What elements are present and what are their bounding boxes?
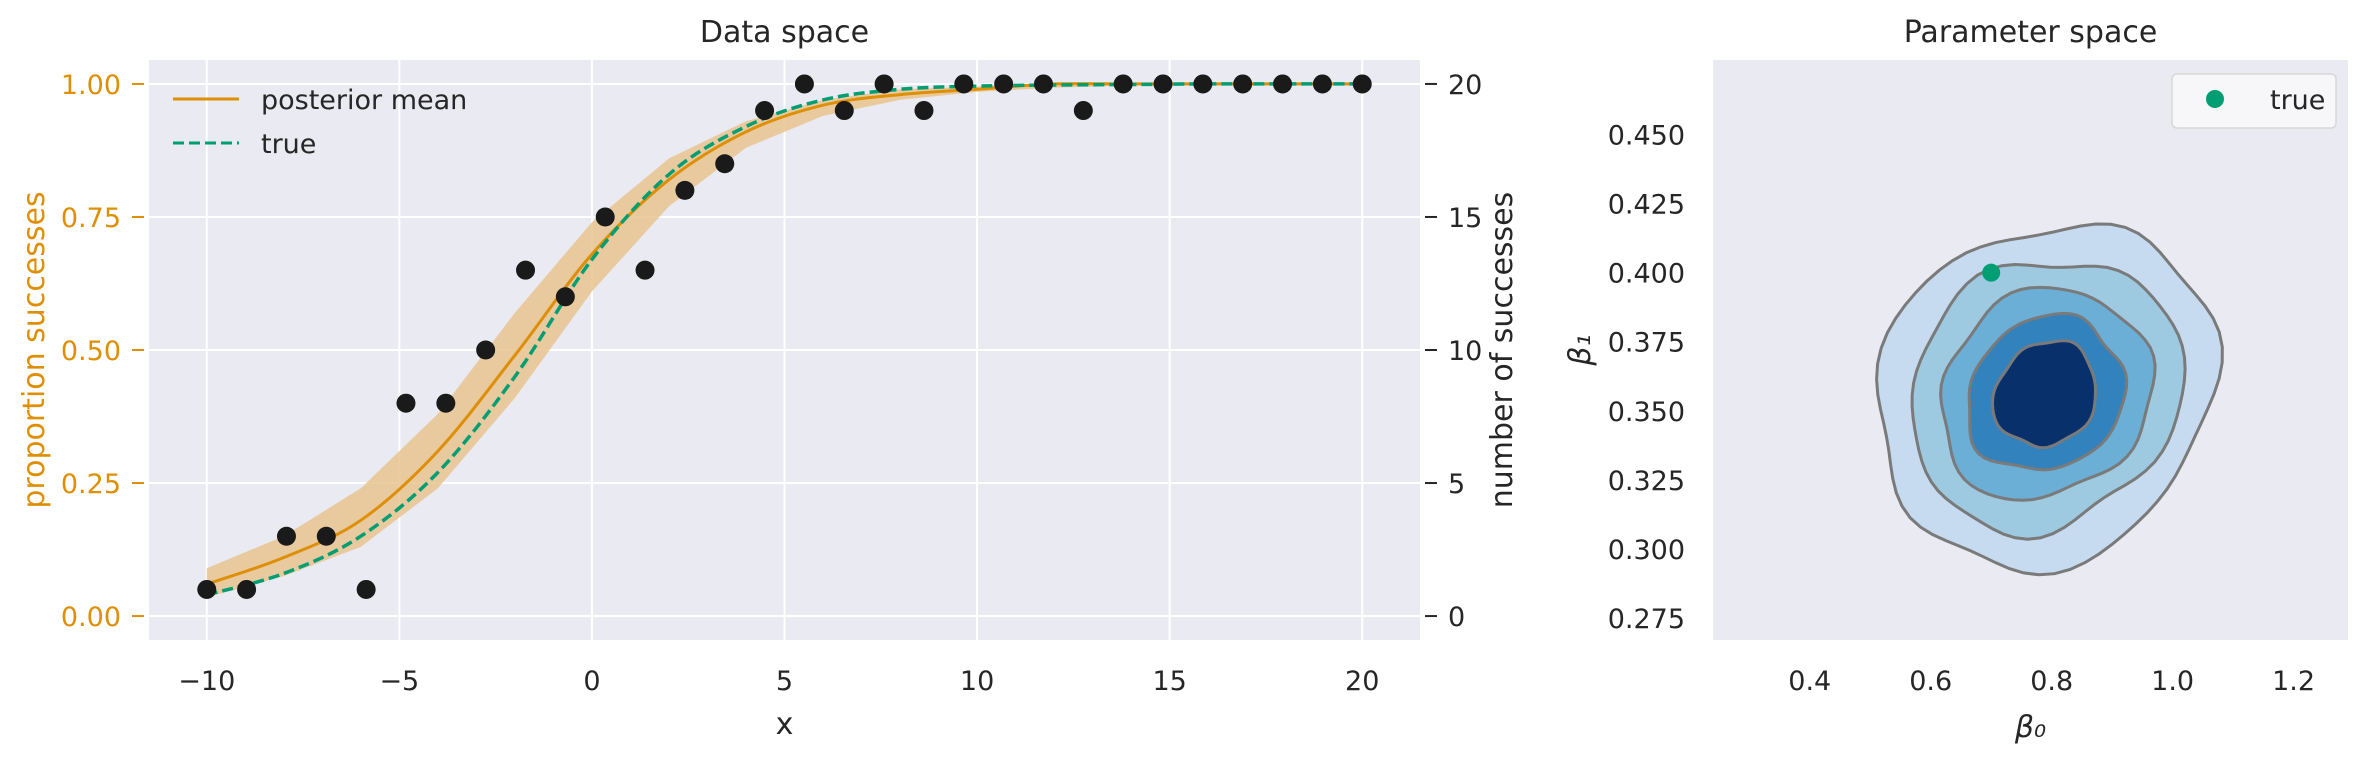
legend-true-point-swatch — [2206, 90, 2224, 108]
y-tick-label: 0.450 — [1608, 121, 1685, 152]
y-tick-label: 0.275 — [1608, 604, 1685, 635]
y-tick-label: 0.00 — [61, 602, 121, 633]
parameter-space-y-label: β₁ — [1563, 334, 1598, 366]
data-point — [516, 260, 536, 280]
data-space-legend: posterior mean true — [173, 85, 467, 160]
data-point — [1193, 74, 1213, 94]
data-space-x-ticks: −10 −5 0 5 10 15 20 — [178, 666, 1379, 697]
y-tick-label: 1.00 — [61, 70, 121, 101]
data-space-y-label: proportion successes — [17, 191, 52, 508]
true-curve-line — [206, 82, 1363, 597]
data-point — [1312, 74, 1332, 94]
x-tick-label: −10 — [178, 666, 235, 697]
x-tick-label: 10 — [960, 666, 994, 697]
x-tick-label: 1.0 — [2151, 666, 2194, 697]
y-tick-label: 0.50 — [61, 336, 121, 367]
right-y-tick-label: 5 — [1448, 469, 1465, 500]
x-tick-label: 0.6 — [1909, 666, 1952, 697]
parameter-space-x-label: β₀ — [2014, 710, 2046, 745]
data-point — [1073, 101, 1093, 121]
right-y-tick-label: 10 — [1448, 336, 1482, 367]
data-point — [316, 526, 336, 546]
right-y-tick-label: 15 — [1448, 203, 1482, 234]
data-point — [356, 579, 376, 599]
data-point — [874, 74, 894, 94]
data-point — [396, 393, 416, 413]
y-tick-label: 0.25 — [61, 469, 121, 500]
x-tick-label: 20 — [1345, 666, 1379, 697]
data-point — [436, 393, 456, 413]
y-tick-label: 0.400 — [1608, 259, 1685, 290]
parameter-space-x-ticks: 0.4 0.6 0.8 1.0 1.2 — [1788, 666, 2315, 697]
parameter-space-legend: true — [2171, 73, 2337, 129]
data-point — [715, 154, 735, 174]
data-point — [675, 180, 695, 200]
credible-band-area — [206, 83, 1363, 598]
parameter-legend-box — [2171, 73, 2337, 129]
true-parameter-point — [1982, 263, 2001, 282]
y-tick-label: 0.350 — [1608, 397, 1685, 428]
data-space-y-ticks: 0.00 0.25 0.50 0.75 1.00 — [61, 70, 144, 633]
x-tick-label: 1.2 — [2272, 666, 2315, 697]
x-tick-label: 0 — [583, 666, 600, 697]
data-point — [197, 579, 217, 599]
parameter-space-title: Parameter space — [1904, 15, 2158, 50]
data-point — [834, 101, 854, 121]
data-point — [476, 340, 496, 360]
data-space-lines — [206, 82, 1363, 597]
data-point — [635, 260, 655, 280]
data-point — [1033, 74, 1053, 94]
data-point — [555, 287, 575, 307]
data-space-right-y-label: number of successes — [1485, 192, 1520, 509]
y-tick-label: 0.325 — [1608, 466, 1685, 497]
x-tick-label: 15 — [1152, 666, 1186, 697]
data-point — [794, 74, 814, 94]
legend-posterior-mean-label: posterior mean — [261, 85, 467, 116]
x-tick-label: −5 — [379, 666, 419, 697]
data-point — [276, 526, 296, 546]
data-space-points — [197, 74, 1372, 599]
data-space-title: Data space — [700, 15, 869, 50]
parameter-space-y-ticks: 0.275 0.300 0.325 0.350 0.375 0.400 0.425 0.450 — [1608, 121, 1685, 635]
data-point — [994, 74, 1014, 94]
legend-true-label: true — [261, 129, 316, 160]
data-point — [1233, 74, 1253, 94]
y-tick-label: 0.375 — [1608, 328, 1685, 359]
data-point — [1153, 74, 1173, 94]
data-point — [954, 74, 974, 94]
x-tick-label: 5 — [776, 666, 793, 697]
parameter-legend-true-label: true — [2270, 85, 2325, 116]
data-point — [595, 207, 615, 227]
data-point — [1273, 74, 1293, 94]
data-space-panel: −10 −5 0 5 10 15 20 0.00 0.25 0.50 0.75 1.00 0 5 10 1… — [17, 15, 1520, 742]
data-point — [237, 579, 257, 599]
y-tick-label: 0.75 — [61, 203, 121, 234]
data-space-grid — [149, 60, 1420, 640]
data-point — [1113, 74, 1133, 94]
data-point — [755, 101, 775, 121]
data-point — [914, 101, 934, 121]
parameter-space-panel: 0.4 0.6 0.8 1.0 1.2 0.275 0.300 0.325 0.350 0.37… — [1563, 15, 2348, 745]
data-space-right-y-ticks: 0 5 10 15 20 — [1425, 70, 1482, 633]
y-tick-label: 0.425 — [1608, 190, 1685, 221]
x-tick-label: 0.4 — [1788, 666, 1831, 697]
posterior-contours — [1875, 222, 2224, 577]
data-space-x-label: x — [776, 707, 794, 742]
y-tick-label: 0.300 — [1608, 535, 1685, 566]
right-y-tick-label: 20 — [1448, 70, 1482, 101]
contour-level-5 — [1990, 339, 2098, 450]
right-y-tick-label: 0 — [1448, 602, 1465, 633]
data-point — [1352, 74, 1372, 94]
x-tick-label: 0.8 — [2030, 666, 2073, 697]
credible-band — [206, 83, 1363, 598]
